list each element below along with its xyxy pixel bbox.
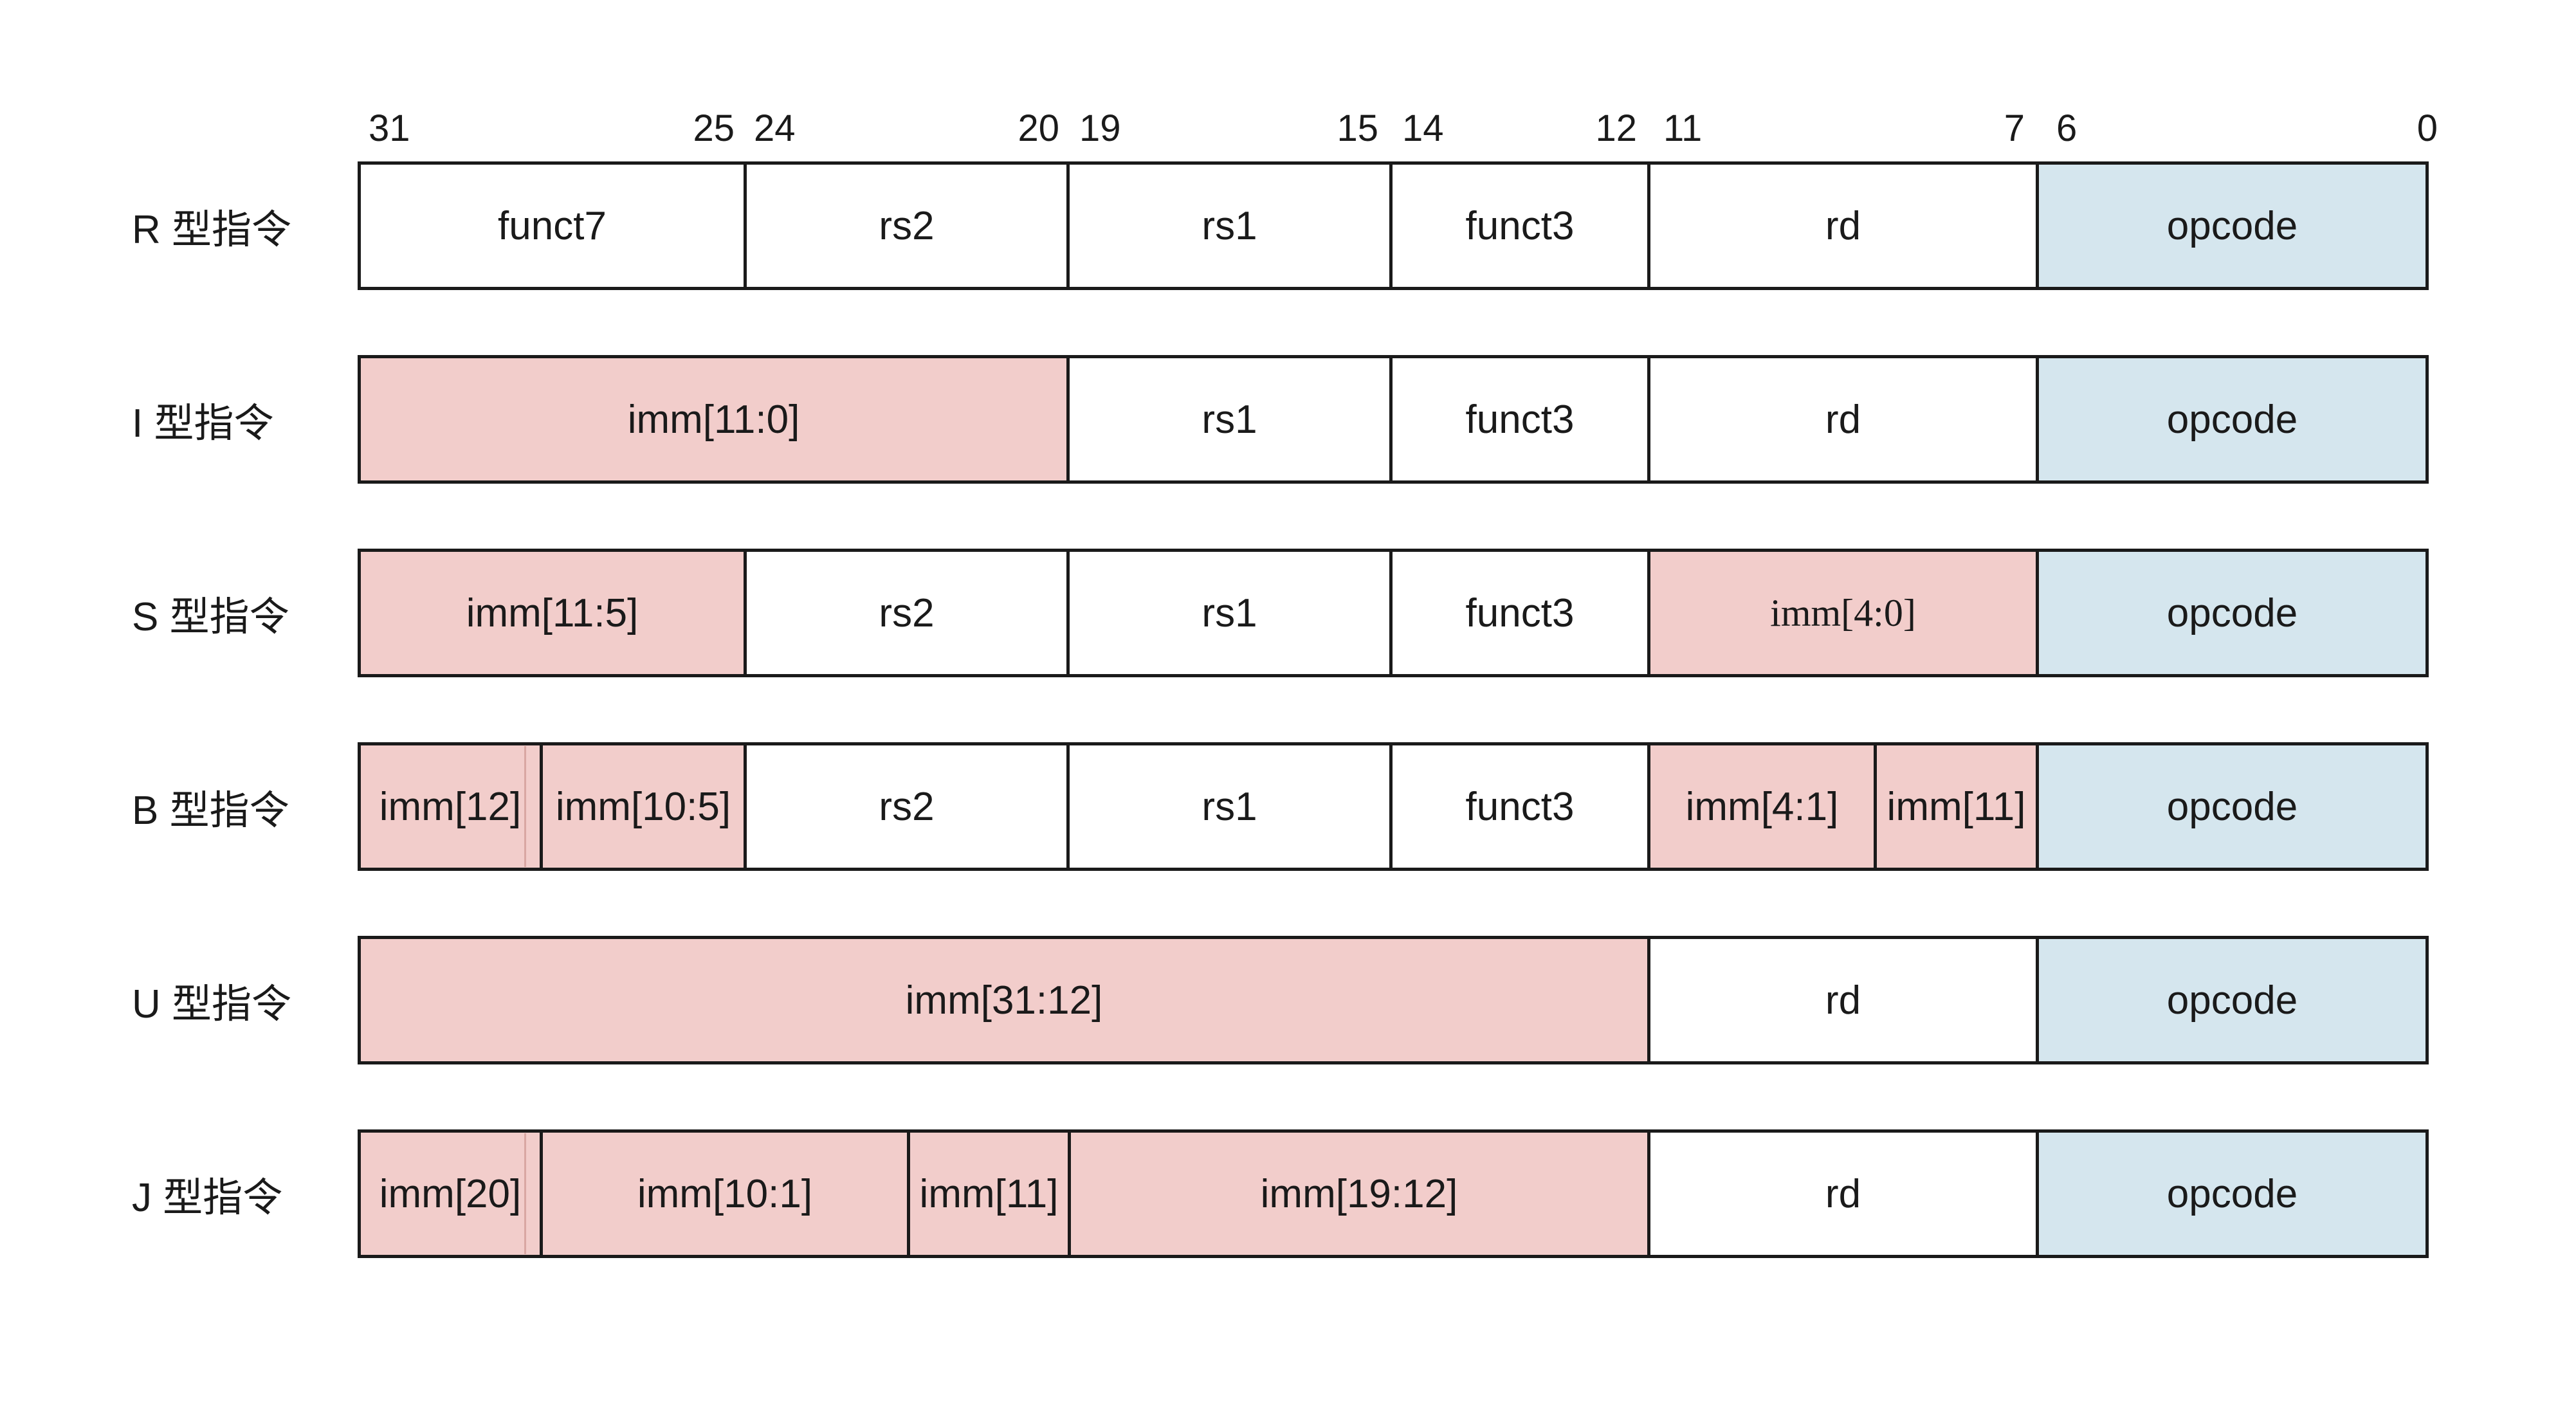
i-imm-11-0-field: imm[11:0]: [358, 355, 1070, 484]
r-opcode-field: opcode: [2036, 161, 2429, 290]
j-imm-20-field: imm[20]: [358, 1129, 543, 1258]
bit-14-label: 14: [1402, 107, 1444, 149]
r-funct7-field: funct7: [358, 161, 747, 290]
b-imm-12-divider: [524, 746, 526, 867]
s-imm-4-0-field: imm[4:0]: [1647, 549, 2039, 677]
b-rs1-field: rs1: [1066, 742, 1393, 871]
b-type-label: B 型指令: [132, 789, 289, 833]
b-type-row: imm[12] imm[10:5] rs2 rs1 funct3 imm[4:1…: [358, 742, 2429, 871]
j-rd-field: rd: [1647, 1129, 2039, 1258]
s-type-row: imm[11:5] rs2 rs1 funct3 imm[4:0] opcode: [358, 549, 2429, 677]
j-type-row: imm[20] imm[10:1] imm[11] imm[19:12] rd …: [358, 1129, 2429, 1258]
b-imm-11-field: imm[11]: [1874, 742, 2039, 871]
r-rs2-field: rs2: [744, 161, 1070, 290]
bit-15-label: 15: [1337, 107, 1378, 149]
b-funct3-field: funct3: [1389, 742, 1650, 871]
bit-11-label: 11: [1663, 107, 1703, 149]
r-rd-field: rd: [1647, 161, 2039, 290]
j-imm-10-1-field: imm[10:1]: [540, 1129, 910, 1258]
s-type-label: S 型指令: [132, 595, 289, 639]
bit-31-label: 31: [369, 107, 410, 149]
s-imm-11-5-field: imm[11:5]: [358, 549, 747, 677]
j-opcode-field: opcode: [2036, 1129, 2429, 1258]
u-opcode-field: opcode: [2036, 936, 2429, 1064]
b-opcode-field: opcode: [2036, 742, 2429, 871]
bit-7-label: 7: [2004, 107, 2025, 149]
i-type-label: I 型指令: [132, 401, 274, 446]
s-opcode-field: opcode: [2036, 549, 2429, 677]
bit-0-label: 0: [2416, 107, 2438, 149]
u-type-label: U 型指令: [132, 982, 292, 1027]
b-imm-10-5-field: imm[10:5]: [540, 742, 747, 871]
b-rs2-field: rs2: [744, 742, 1070, 871]
u-type-row: imm[31:12] rd opcode: [358, 936, 2429, 1064]
bit-20-label: 20: [1018, 107, 1059, 149]
s-funct3-field: funct3: [1389, 549, 1650, 677]
bit-19-label: 19: [1079, 107, 1121, 149]
r-funct3-field: funct3: [1389, 161, 1650, 290]
u-rd-field: rd: [1647, 936, 2039, 1064]
i-rd-field: rd: [1647, 355, 2039, 484]
bit-24-label: 24: [754, 107, 796, 149]
i-funct3-field: funct3: [1389, 355, 1650, 484]
s-rs1-field: rs1: [1066, 549, 1393, 677]
i-type-row: imm[11:0] rs1 funct3 rd opcode: [358, 355, 2429, 484]
j-imm-11-field: imm[11]: [907, 1129, 1071, 1258]
b-imm-4-1-field: imm[4:1]: [1647, 742, 1877, 871]
bit-6-label: 6: [2056, 107, 2078, 149]
bit-25-label: 25: [693, 107, 735, 149]
bit-12-label: 12: [1595, 107, 1637, 149]
r-rs1-field: rs1: [1066, 161, 1393, 290]
i-rs1-field: rs1: [1066, 355, 1393, 484]
u-imm-31-12-field: imm[31:12]: [358, 936, 1650, 1064]
r-type-label: R 型指令: [132, 208, 292, 252]
b-imm-12-field: imm[12]: [358, 742, 543, 871]
i-opcode-field: opcode: [2036, 355, 2429, 484]
j-imm-19-12-field: imm[19:12]: [1068, 1129, 1650, 1258]
r-type-row: funct7 rs2 rs1 funct3 rd opcode: [358, 161, 2429, 290]
j-imm-20-divider: [524, 1133, 526, 1254]
j-type-label: J 型指令: [132, 1176, 283, 1220]
s-rs2-field: rs2: [744, 549, 1070, 677]
